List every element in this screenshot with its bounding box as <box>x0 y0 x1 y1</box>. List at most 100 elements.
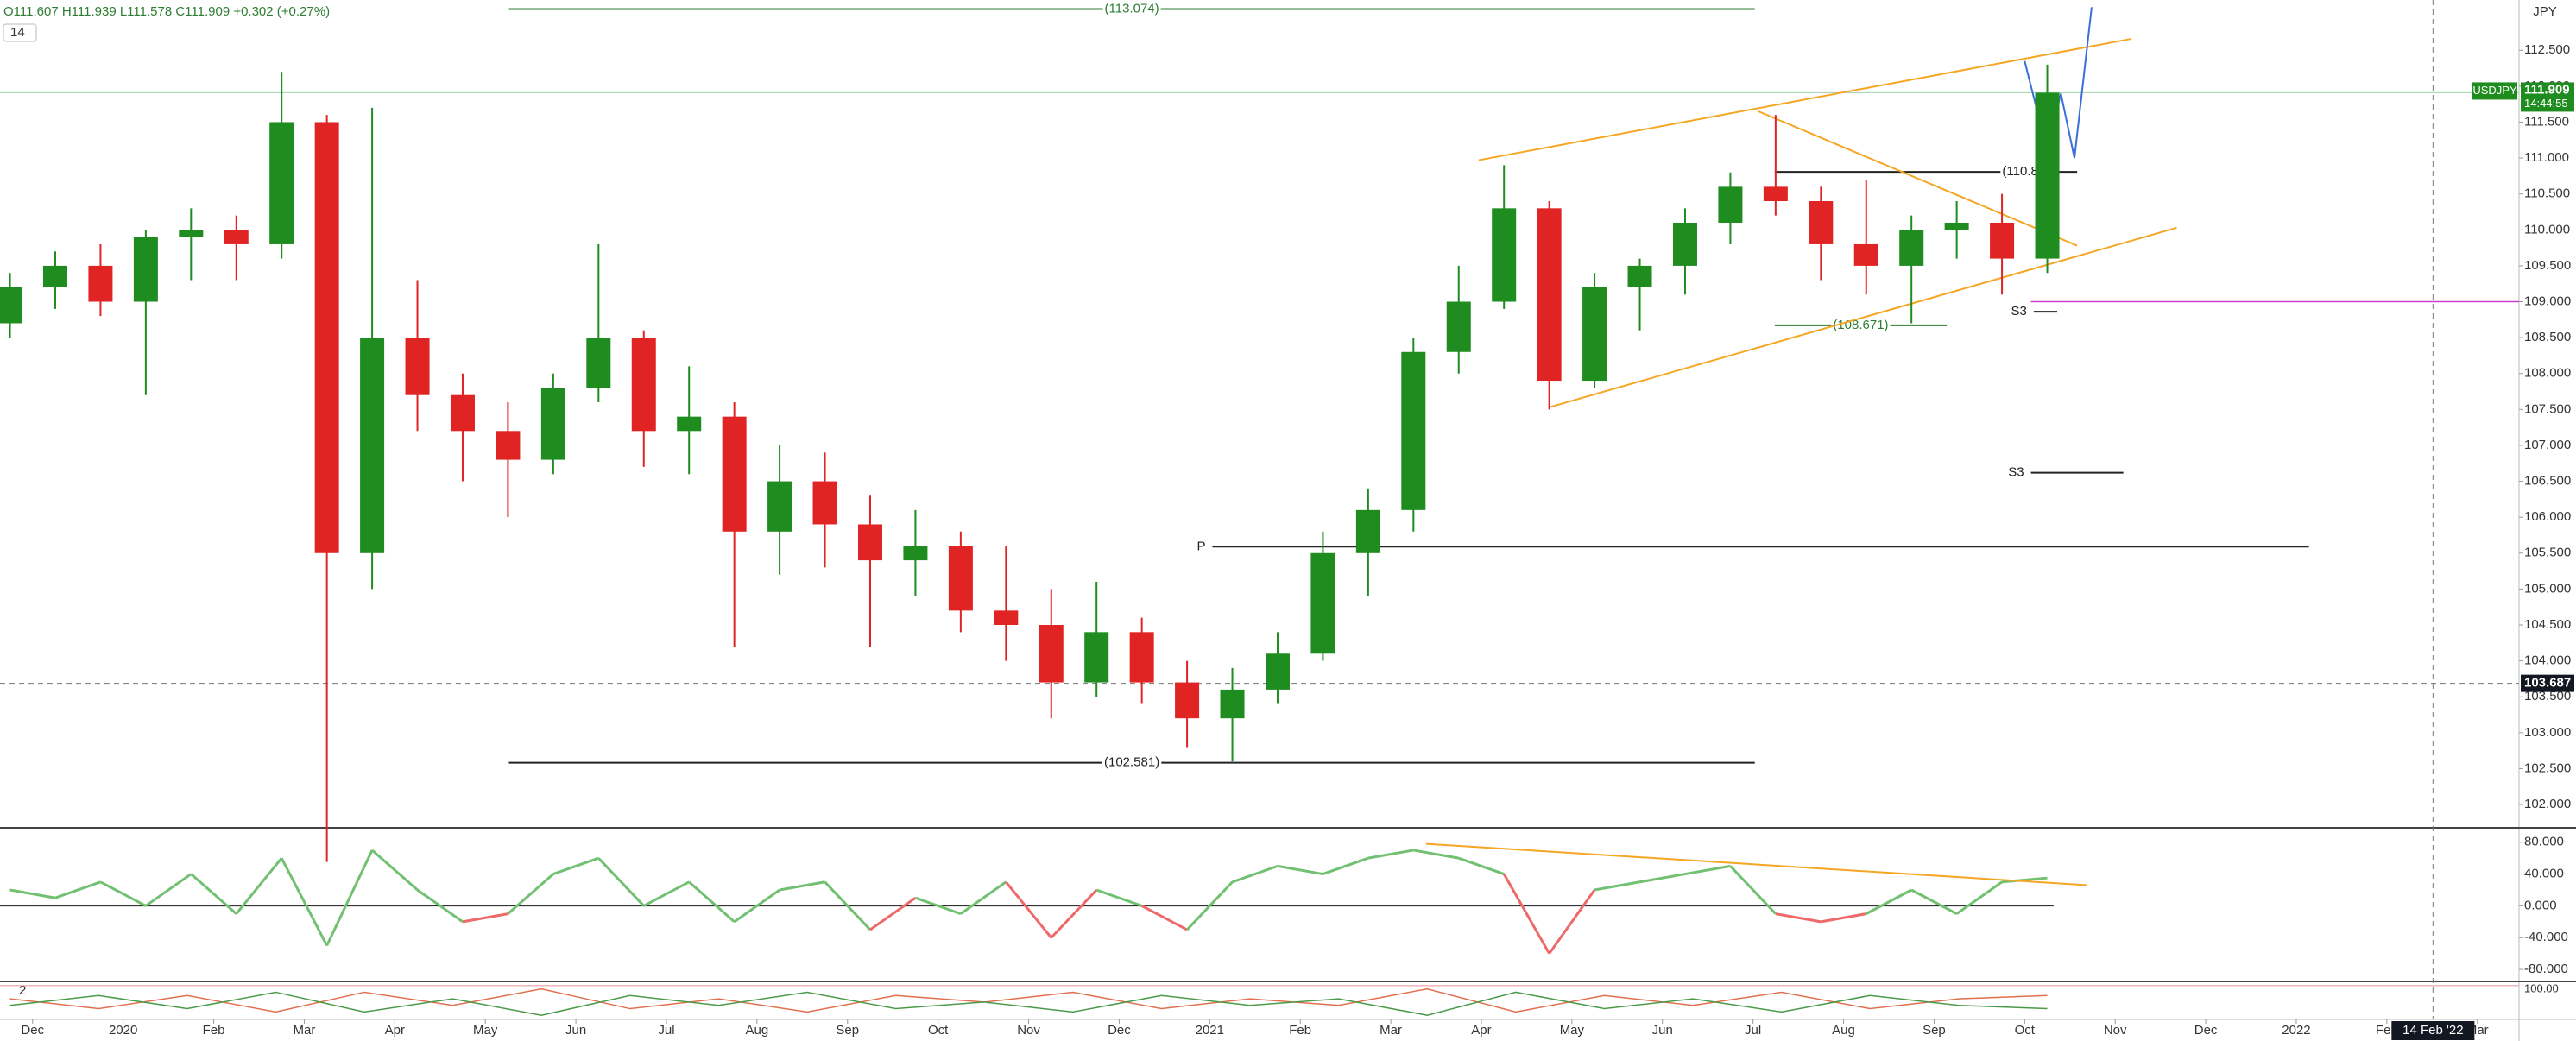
osc-segment <box>9 888 56 899</box>
x-tick-label: Aug <box>746 1023 769 1038</box>
y-tick-label: 102.000 <box>2524 797 2571 811</box>
crosshair-date-box <box>2391 1021 2475 1040</box>
candle-body <box>314 122 339 553</box>
y-tick-label: 104.000 <box>2524 653 2571 668</box>
candle-body <box>88 265 113 302</box>
crosshair-price-label: 103.687 <box>2524 676 2571 691</box>
candle-body <box>903 546 928 561</box>
candle-body <box>1763 186 1788 202</box>
x-tick-label: Feb <box>203 1023 225 1038</box>
y-tick-label: 107.000 <box>2524 438 2571 452</box>
crosshair-price-box <box>2521 674 2574 692</box>
osc2-label: 2 <box>19 983 26 998</box>
osc-tick-label: -40.000 <box>2524 930 2568 944</box>
osc-segment <box>1277 864 1323 876</box>
x-tick-label: Nov <box>2104 1023 2127 1038</box>
x-tick-label: Dec <box>2194 1023 2218 1038</box>
osc-segment <box>597 857 645 907</box>
osc-segment <box>1910 888 1958 915</box>
candle-body <box>1853 243 1878 266</box>
osc-segment <box>1050 888 1098 939</box>
osc-trendline <box>1425 842 2087 886</box>
osc-segment <box>779 880 825 892</box>
candle-body <box>1582 287 1607 382</box>
osc-segment <box>552 856 599 875</box>
osc-segment <box>1502 873 1550 955</box>
osc-segment <box>1140 905 1188 931</box>
osc-segment <box>1775 912 1822 924</box>
x-tick-label: Dec <box>21 1023 44 1038</box>
y-tick-label: 105.000 <box>2524 581 2571 596</box>
candle-body <box>1944 222 1969 230</box>
level-label: (102.581) <box>1104 755 1159 770</box>
y-tick-label: 110.000 <box>2524 222 2570 237</box>
osc-segment <box>1095 888 1143 907</box>
osc-segment <box>280 857 328 947</box>
candle-body <box>269 122 294 244</box>
y-tick-label: 105.500 <box>2524 546 2571 560</box>
osc-segment <box>371 849 419 892</box>
currency-label[interactable]: JPY <box>2533 4 2557 19</box>
y-tick-label: 109.000 <box>2524 293 2571 308</box>
candle-body <box>1129 632 1154 683</box>
candle-body <box>677 416 702 432</box>
y-tick-label: 103.500 <box>2524 689 2571 703</box>
candle-body <box>1718 186 1743 223</box>
trendline <box>1549 226 2177 408</box>
candle-body <box>586 338 611 388</box>
interval-badge[interactable] <box>3 23 37 42</box>
osc-segment <box>1413 849 1460 860</box>
y-tick-label: 111.500 <box>2524 114 2569 129</box>
candle-body <box>1672 222 1697 266</box>
osc-segment <box>416 888 464 924</box>
candle-body <box>1492 208 1517 302</box>
osc-segment <box>1458 856 1505 875</box>
osc-segment <box>1821 912 1867 924</box>
x-tick-label: Jul <box>1745 1023 1761 1038</box>
candle-body <box>1990 222 2015 259</box>
osc-segment <box>99 880 147 907</box>
symbol-box <box>2472 82 2517 100</box>
level-label: P <box>1196 539 1205 553</box>
x-tick-label: Oct <box>928 1023 949 1038</box>
x-tick-label: Sep <box>1923 1023 1946 1038</box>
x-tick-label: Apr <box>385 1023 405 1038</box>
osc-segment <box>54 880 101 899</box>
osc-segment <box>1594 880 1640 892</box>
osc-tick-label: -80.000 <box>2524 962 2568 976</box>
osc2-tick-label: 100.00 <box>2524 981 2559 994</box>
osc-segment <box>507 873 554 915</box>
x-tick-label: 2022 <box>2282 1023 2310 1038</box>
osc-segment <box>960 880 1007 915</box>
candle-body <box>857 524 882 561</box>
y-tick-label: 103.000 <box>2524 725 2571 740</box>
osc-segment <box>733 888 780 924</box>
osc-segment <box>145 873 193 907</box>
candle-body <box>994 610 1019 625</box>
osc-tick-label: 80.000 <box>2524 835 2564 849</box>
candle-body <box>1175 682 1200 719</box>
osc-segment <box>1684 864 1731 876</box>
y-tick-label: 106.500 <box>2524 474 2571 489</box>
candle-body <box>450 394 475 432</box>
candle-body <box>1355 509 1380 553</box>
level-label: (108.671) <box>1833 318 1888 332</box>
last-price-box <box>2521 82 2574 112</box>
level-label: (113.074) <box>1105 1 1159 16</box>
osc-tick-label: 0.000 <box>2524 898 2557 912</box>
level-label: S3 <box>2011 304 2026 319</box>
x-tick-label: Feb <box>1289 1023 1311 1038</box>
y-tick-label: 109.500 <box>2524 258 2571 273</box>
candle-body <box>1446 301 1471 352</box>
x-tick-label: Jul <box>658 1023 674 1038</box>
osc-segment <box>1955 880 2003 915</box>
candle-body <box>133 237 158 302</box>
interval-badge-label[interactable]: 14 <box>10 25 25 40</box>
candle-body <box>540 388 565 460</box>
osc-segment <box>1186 880 1234 931</box>
x-tick-label: Jun <box>565 1023 586 1038</box>
osc-segment <box>462 912 508 924</box>
y-tick-label: 111.000 <box>2524 150 2569 165</box>
